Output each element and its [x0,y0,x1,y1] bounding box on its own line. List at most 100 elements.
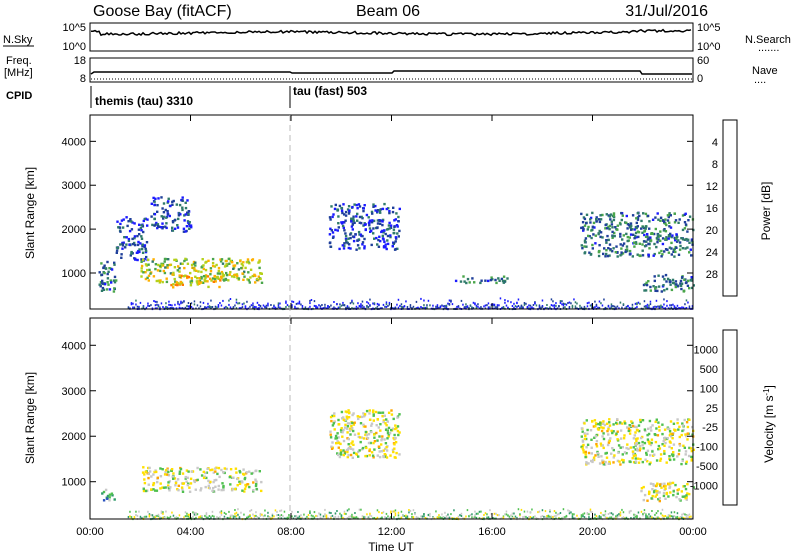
near-range-cell-0 [571,304,574,307]
near-range-cell-0 [609,307,611,310]
near-range-cell-0 [252,307,254,309]
near-range-cell-1 [414,513,416,516]
scatter-cell-1-4 [642,498,645,502]
near-range-cell-0 [264,305,266,308]
scatter-cell-0-8 [683,278,686,281]
scatter-cell-0-5 [395,224,399,227]
near-range-cell-1 [604,510,607,513]
near-range-cell-1 [343,512,346,515]
near-range-cell-1 [250,517,253,519]
scatter-cell-0-2 [173,258,176,262]
scatter-cell-0-7 [638,242,641,245]
scatter-cell-1-1 [220,468,223,472]
x-tick-label-5: 20:00 [579,526,607,538]
scatter-cell-1-2 [381,411,385,414]
near-range-cell-0 [222,299,224,302]
scatter-cell-1-4 [667,495,670,498]
near-range-cell-1 [301,516,304,519]
scatter-cell-0-7 [660,255,663,258]
near-range-cell-0 [255,306,257,309]
near-range-cell-1 [556,513,559,516]
scatter-cell-0-3 [188,224,191,228]
scatter-cell-0-1 [144,249,148,253]
near-range-cell-0 [235,298,238,301]
velocity-colorbar-label: Velocity [m s-1] [762,385,776,463]
scatter-cell-0-2 [166,266,169,269]
scatter-cell-0-7 [634,241,638,244]
near-range-cell-0 [439,306,442,309]
scatter-cell-1-2 [385,418,388,421]
scatter-cell-1-4 [680,490,683,493]
scatter-cell-1-3 [617,451,620,454]
near-range-cell-1 [319,516,322,519]
scatter-cell-0-7 [667,251,671,254]
scatter-cell-1-1 [174,484,177,487]
scatter-cell-0-5 [343,213,346,216]
scatter-cell-1-3 [602,420,605,423]
near-range-cell-0 [531,306,533,309]
scatter-cell-1-1 [179,467,183,471]
near-range-cell-0 [324,306,326,309]
scatter-cell-0-7 [673,255,676,258]
scatter-cell-1-3 [584,450,587,454]
near-range-cell-0 [228,299,230,302]
scatter-cell-0-7 [592,233,595,236]
near-range-cell-0 [415,300,418,303]
scatter-cell-1-2 [343,452,347,455]
scatter-cell-0-8 [649,285,652,289]
near-range-cell-0 [522,307,524,310]
near-range-cell-0 [271,307,274,310]
near-range-cell-0 [591,303,593,306]
near-range-cell-0 [675,307,677,310]
scatter-cell-0-7 [681,214,685,217]
near-range-cell-0 [558,305,560,308]
scatter-cell-1-3 [601,461,604,464]
scatter-cell-0-7 [646,214,650,218]
near-range-cell-1 [238,516,241,519]
near-range-cell-0 [465,305,467,308]
scatter-cell-1-2 [382,449,385,452]
scatter-cell-1-1 [174,481,178,485]
scatter-cell-1-2 [379,411,382,414]
scatter-cell-0-1 [138,250,141,254]
scatter-cell-1-4 [651,488,654,491]
near-range-cell-0 [241,303,244,306]
near-range-cell-0 [130,303,133,306]
scatter-cell-1-3 [638,429,641,433]
scatter-cell-1-3 [672,443,676,446]
scatter-cell-0-2 [223,279,226,282]
near-range-cell-0 [471,306,473,309]
scatter-cell-0-2 [223,265,227,268]
near-range-cell-1 [330,517,332,520]
scatter-cell-0-4 [174,283,178,286]
scatter-cell-1-2 [348,411,351,415]
scatter-cell-0-4 [213,275,216,278]
scatter-cell-0-7 [595,218,598,221]
near-range-cell-1 [240,511,242,514]
near-range-cell-0 [573,298,575,301]
scatter-cell-0-6 [506,277,509,280]
near-range-cell-0 [388,301,391,304]
scatter-cell-1-3 [599,423,602,426]
near-range-cell-0 [586,305,589,308]
scatter-cell-0-8 [672,281,675,284]
scatter-cell-0-7 [628,249,632,253]
scatter-cell-0-2 [243,270,246,273]
scatter-cell-0-2 [217,269,220,273]
scatter-cell-0-1 [144,247,147,251]
scatter-cell-0-7 [589,252,593,256]
near-range-cell-1 [381,516,383,519]
near-range-cell-1 [157,514,160,517]
scatter-cell-0-0 [106,260,109,264]
near-range-cell-0 [528,307,530,310]
scatter-cell-1-3 [593,436,596,439]
scatter-cell-0-4 [172,283,175,286]
near-range-cell-1 [417,516,419,519]
near-range-cell-0 [292,300,295,303]
scatter-cell-1-2 [336,453,340,457]
scatter-cell-1-2 [351,426,354,430]
near-range-cell-0 [151,307,154,310]
scatter-cell-0-2 [176,269,179,272]
scatter-cell-1-1 [222,471,225,474]
near-range-cell-1 [553,515,556,518]
